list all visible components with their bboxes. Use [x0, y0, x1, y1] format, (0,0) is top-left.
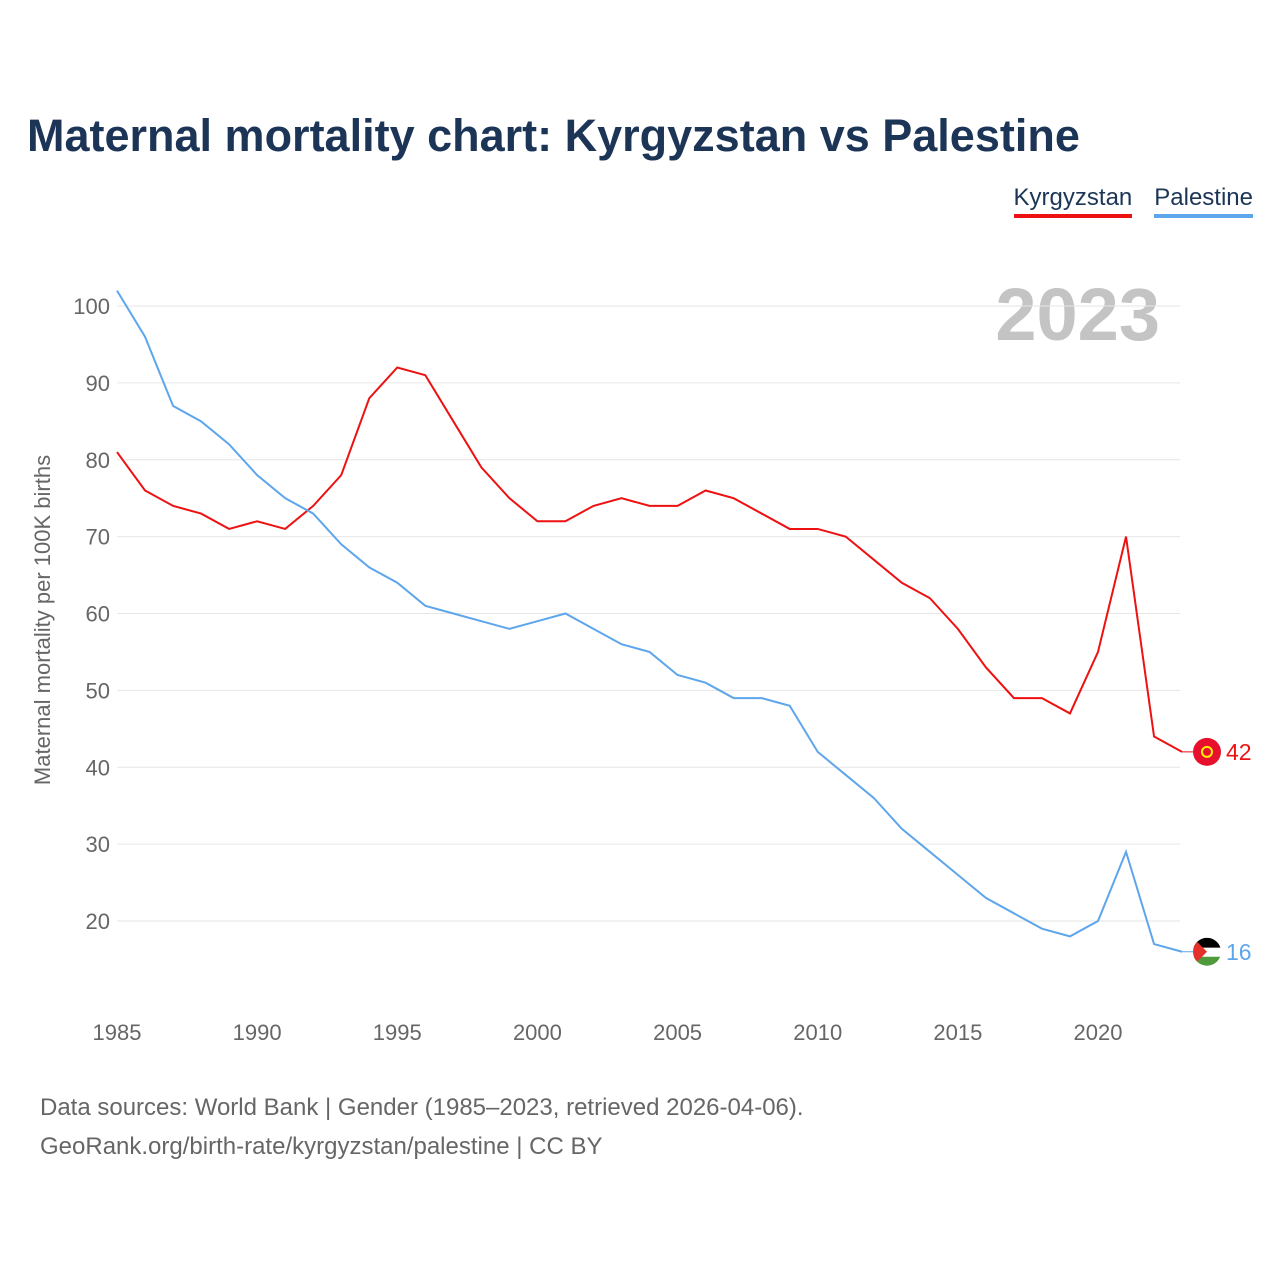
x-tick-label: 1985 — [93, 1020, 142, 1045]
x-tick-label: 2015 — [933, 1020, 982, 1045]
y-tick-label: 20 — [86, 909, 110, 934]
chart-title: Maternal mortality chart: Kyrgyzstan vs … — [27, 110, 1080, 161]
y-tick-label: 100 — [73, 294, 110, 319]
year-label: 2023 — [995, 273, 1160, 356]
y-tick-label: 50 — [86, 678, 110, 703]
series-line-kyrgyzstan — [116, 366, 1183, 753]
flag-sun — [1201, 745, 1213, 758]
y-axis-label: Maternal mortality per 100K births — [30, 455, 55, 785]
x-tick-label: 2000 — [513, 1020, 562, 1045]
x-tick-label: 2005 — [653, 1020, 702, 1045]
source-note: Data sources: World Bank | Gender (1985–… — [40, 1088, 804, 1166]
y-tick-label: 70 — [86, 525, 110, 550]
legend: Kyrgyzstan Palestine — [1013, 184, 1253, 218]
end-value-label: 16 — [1226, 939, 1252, 965]
source-line-1: Data sources: World Bank | Gender (1985–… — [40, 1094, 804, 1121]
x-tick-label: 1990 — [233, 1020, 282, 1045]
palestine-flag-icon — [1193, 937, 1221, 966]
end-value-label: 42 — [1226, 739, 1252, 765]
x-tick-label: 2020 — [1074, 1020, 1123, 1045]
y-tick-label: 30 — [86, 832, 110, 857]
y-tick-label: 40 — [86, 755, 110, 780]
x-tick-label: 1995 — [373, 1020, 422, 1045]
series-line-palestine — [116, 290, 1183, 953]
y-tick-label: 90 — [86, 371, 110, 396]
legend-palestine[interactable]: Palestine — [1154, 184, 1253, 218]
legend-kyrgyzstan[interactable]: Kyrgyzstan — [1013, 184, 1133, 218]
x-tick-label: 2010 — [793, 1020, 842, 1045]
y-tick-label: 60 — [86, 602, 110, 627]
kyrgyzstan-flag-icon — [1193, 737, 1221, 766]
y-tick-label: 80 — [86, 448, 110, 473]
source-line-2[interactable]: GeoRank.org/birth-rate/kyrgyzstan/palest… — [40, 1133, 603, 1160]
